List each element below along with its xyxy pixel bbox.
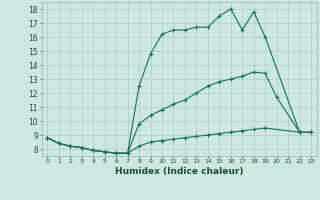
X-axis label: Humidex (Indice chaleur): Humidex (Indice chaleur) — [115, 167, 244, 176]
